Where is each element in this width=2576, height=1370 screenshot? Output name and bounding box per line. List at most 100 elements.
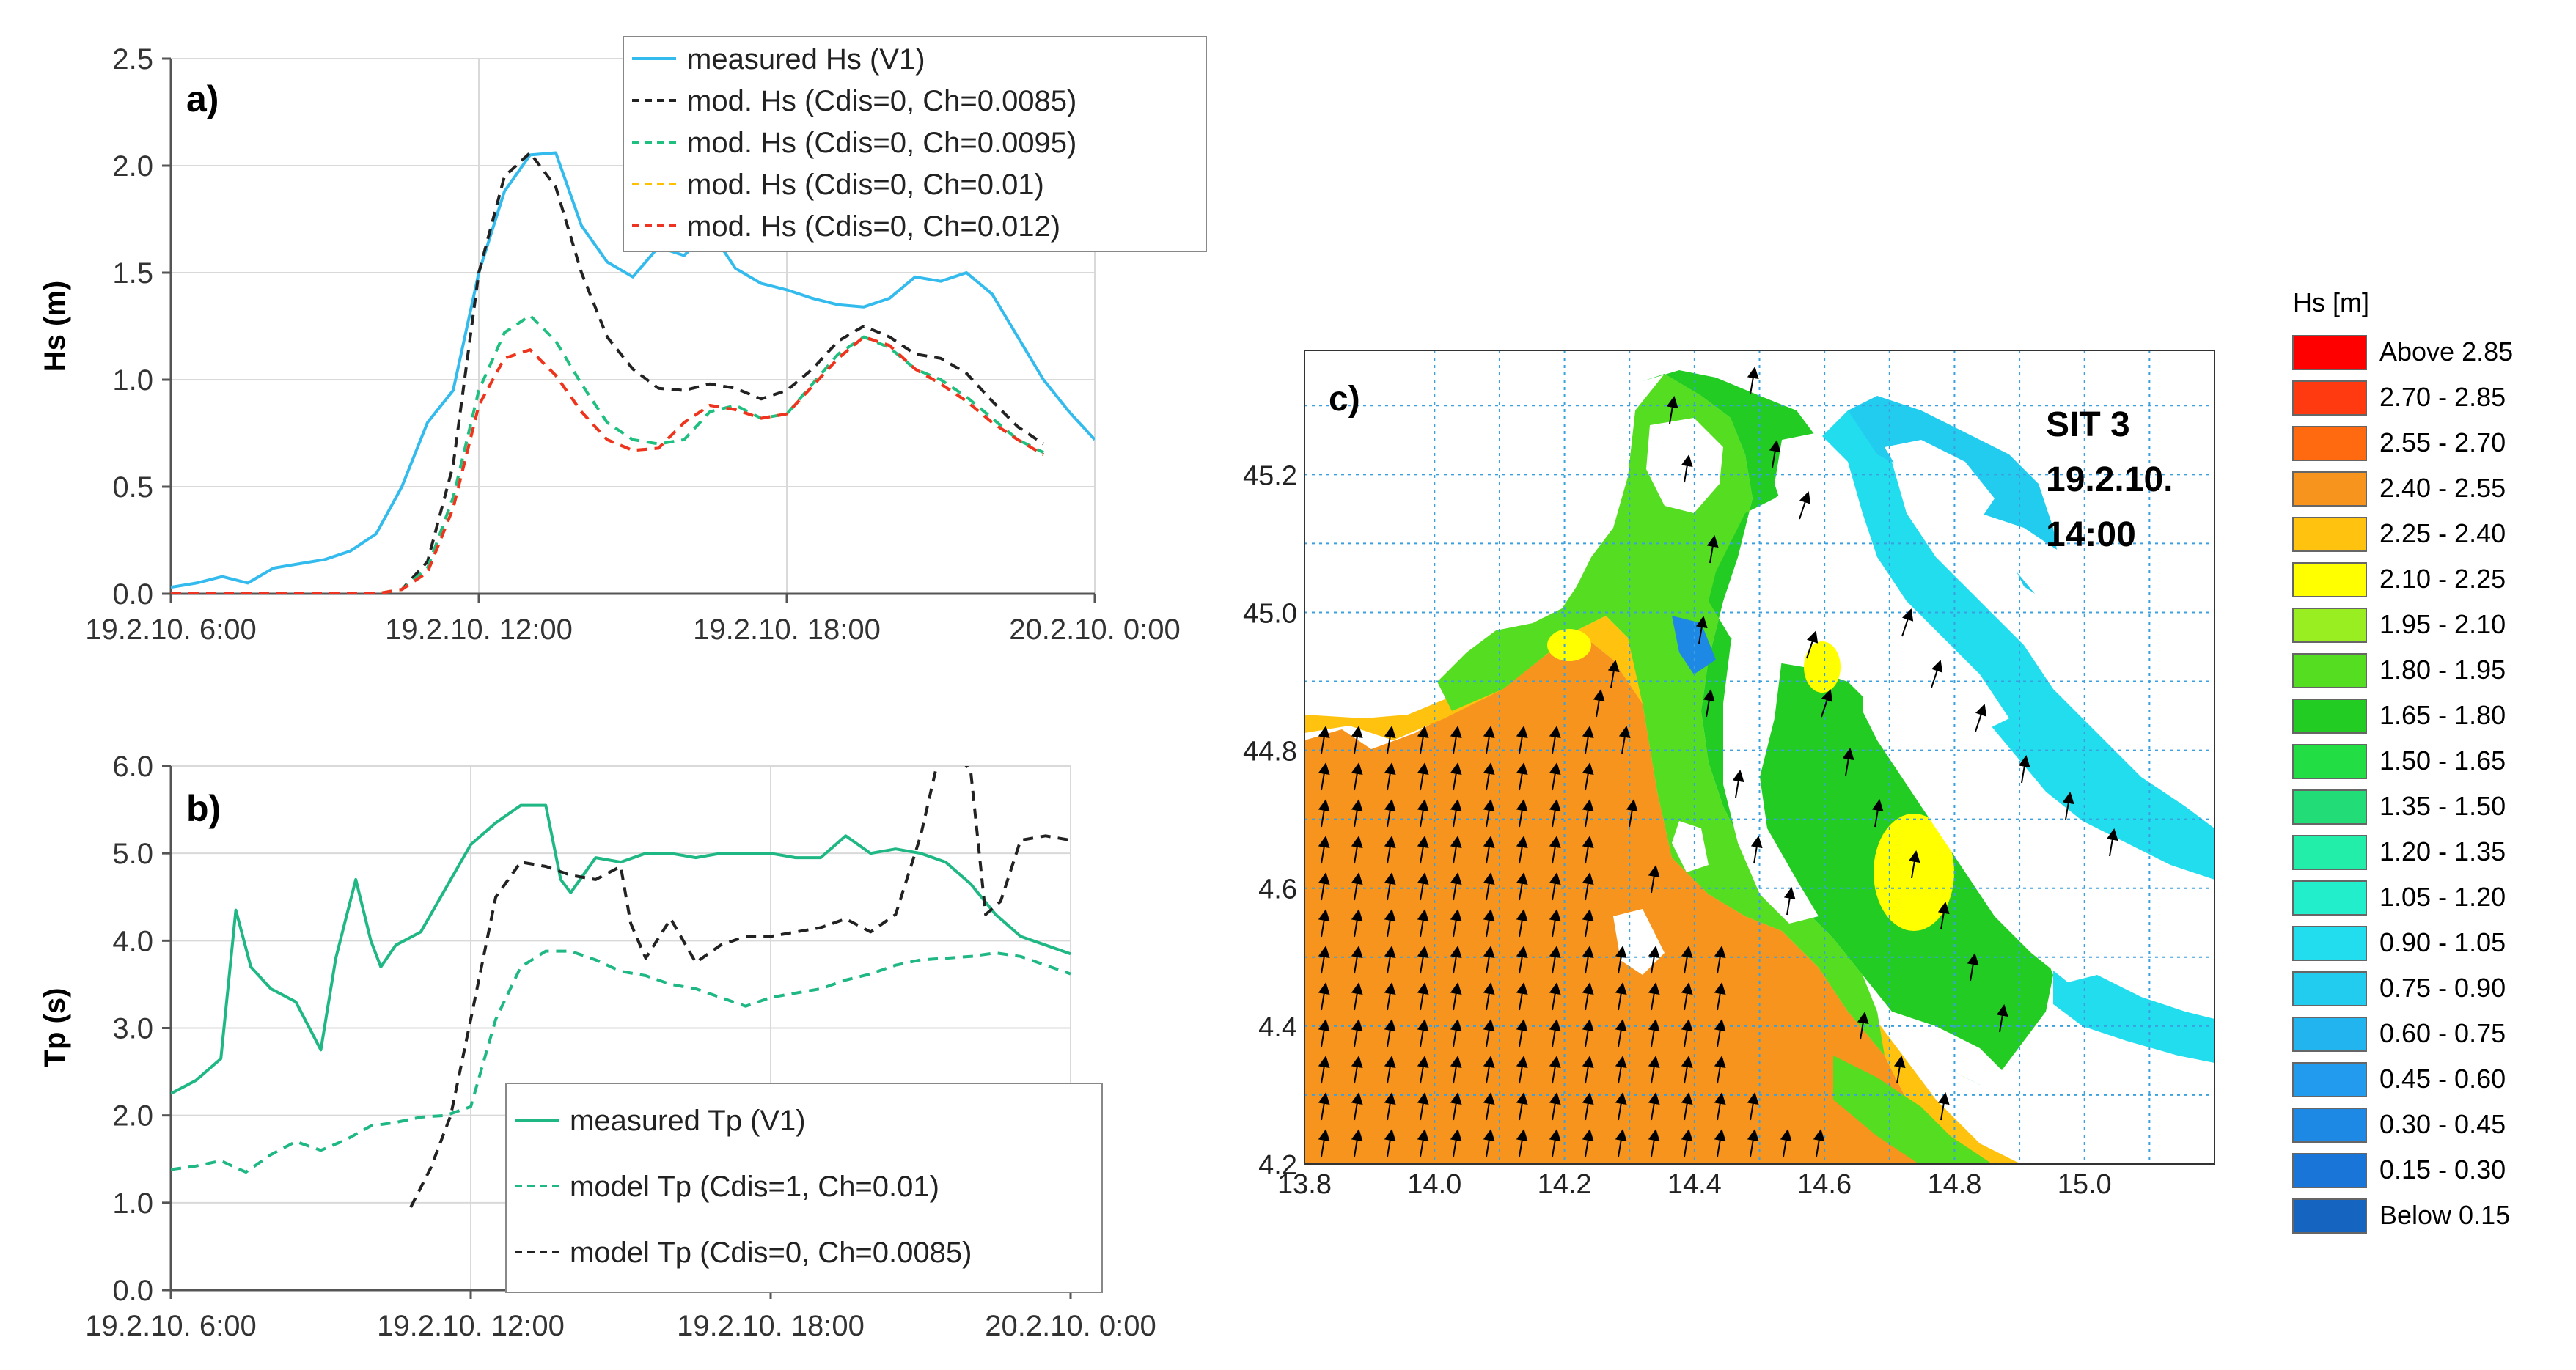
land-island	[1613, 909, 1665, 975]
wave-arrow	[1780, 1129, 1792, 1157]
map-x-tick-label: 14.2	[1538, 1169, 1592, 1200]
y-tick-label: 0.0	[112, 578, 153, 611]
series-line-5	[171, 335, 1045, 594]
wave-direction-arrows	[1318, 367, 2118, 1157]
series-line-1	[171, 803, 1071, 1095]
series-lines	[171, 151, 1095, 594]
wave-arrow	[1384, 1092, 1396, 1121]
wave-arrow	[1626, 799, 1638, 828]
x-tick-label: 19.2.10. 6:00	[85, 1310, 257, 1342]
wave-arrow	[1483, 1056, 1495, 1084]
colorbar-label: Above 2.85	[2379, 336, 2513, 367]
colorbar-swatch	[2292, 380, 2367, 416]
colorbar-swatch	[2292, 880, 2367, 916]
wave-arrow	[1450, 1129, 1462, 1157]
wave-arrow	[1806, 630, 1819, 659]
colorbar-swatch	[2292, 426, 2367, 461]
wave-arrow	[1582, 1092, 1594, 1121]
land-island	[1892, 1012, 2009, 1085]
wave-arrow	[1582, 762, 1594, 791]
wave-arrow	[1516, 836, 1528, 864]
wave-arrow	[1593, 689, 1605, 718]
wave-arrow	[1732, 770, 1744, 798]
wave-arrow	[1582, 1019, 1594, 1047]
legend-label: model Tp (Cdis=1, Ch=0.01)	[570, 1171, 939, 1203]
wave-arrow	[1351, 1129, 1363, 1157]
wave-arrow	[1648, 1056, 1660, 1084]
wave-arrow	[1351, 726, 1363, 754]
colorbar-swatch	[2292, 562, 2367, 597]
wave-arrow	[1648, 1092, 1660, 1121]
map-x-tick-label: 15.0	[2058, 1169, 2112, 1200]
wave-arrow	[1516, 799, 1528, 828]
panel-label: c)	[1329, 380, 1360, 419]
map-x-tick-label: 14.0	[1407, 1169, 1461, 1200]
x-tick-label: 19.2.10. 12:00	[377, 1310, 565, 1342]
wave-arrow	[1582, 909, 1594, 938]
x-tick-label: 19.2.10. 18:00	[677, 1310, 865, 1342]
x-tick-label: 19.2.10. 18:00	[693, 614, 881, 646]
wave-arrow	[1747, 1092, 1759, 1121]
wave-arrow	[1582, 946, 1594, 974]
series-lines	[171, 766, 1071, 1208]
colorbar-swatch	[2292, 653, 2367, 688]
wave-arrow	[1318, 836, 1330, 864]
region-2.40-2.55	[1304, 630, 1977, 1164]
wave-arrow	[1483, 872, 1495, 901]
series-line-1	[171, 151, 1095, 589]
colorbar-swatch	[2292, 699, 2367, 734]
region-2.10-2.25	[1804, 641, 1841, 693]
region-2.25-2.40	[1577, 616, 2021, 1164]
colorbar-label: 1.35 - 1.50	[2379, 791, 2506, 821]
wave-arrow	[1384, 872, 1396, 901]
colorbar-swatch	[2292, 1108, 2367, 1143]
wave-arrow	[1549, 1056, 1561, 1084]
y-tick-label: 3.0	[112, 1013, 153, 1045]
wave-arrow	[1351, 872, 1363, 901]
wave-arrow	[1483, 762, 1495, 791]
wave-arrow	[1714, 982, 1726, 1011]
wave-arrow	[1483, 799, 1495, 828]
wave-arrow	[2018, 755, 2030, 784]
colorbar-swatch	[2292, 335, 2367, 370]
wave-arrow	[1967, 953, 1979, 982]
wave-arrow	[1351, 946, 1363, 974]
wave-arrow	[1582, 799, 1594, 828]
wave-arrow	[1714, 1092, 1726, 1121]
annotation-line-3: 14:00	[2046, 515, 2136, 554]
wave-arrow	[1318, 1129, 1330, 1157]
wave-arrow	[1648, 982, 1660, 1011]
wave-arrow	[2106, 828, 2118, 857]
map-x-tick-label: 14.4	[1667, 1169, 1722, 1200]
legend-label: measured Hs (V1)	[687, 43, 925, 76]
map-y-tick-label: 45.2	[1243, 460, 1297, 491]
wave-arrow	[1384, 982, 1396, 1011]
wave-arrow	[1549, 799, 1561, 828]
wave-arrow	[1582, 726, 1594, 754]
map-area	[1304, 350, 2214, 1164]
wave-arrow	[1483, 982, 1495, 1011]
wave-arrow	[1417, 1129, 1429, 1157]
x-tick-label: 20.2.10. 0:00	[985, 1310, 1156, 1342]
legend-label: mod. Hs (Cdis=0, Ch=0.012)	[687, 210, 1060, 243]
wave-arrow	[1384, 799, 1396, 828]
y-tick-label: 1.5	[112, 257, 153, 290]
legend: measured Hs (V1) mod. Hs (Cdis=0, Ch=0.00…	[623, 36, 1207, 252]
wave-arrow	[1351, 1092, 1363, 1121]
wave-arrow	[1681, 454, 1693, 483]
wave-arrow	[1582, 1056, 1594, 1084]
wave-arrow	[1714, 1129, 1726, 1157]
wave-arrow	[1549, 946, 1561, 974]
wave-arrow	[1318, 1056, 1330, 1084]
wave-arrow	[1318, 872, 1330, 901]
wave-arrow	[1681, 982, 1693, 1011]
colorbar-label: 0.45 - 0.60	[2379, 1064, 2506, 1094]
wave-arrow	[1695, 616, 1708, 644]
y-axis-title: Tp (s)	[39, 988, 71, 1068]
wave-arrow	[1318, 982, 1330, 1011]
wave-arrow	[1615, 1092, 1627, 1121]
land-island	[1863, 689, 2097, 982]
colorbar-swatch	[2292, 1017, 2367, 1052]
axis-ticks: 0.0 1.0 2.0 3.0 4.0 5.0 6.0 19.2.10. 6:00 19.2.1…	[85, 751, 1156, 1342]
